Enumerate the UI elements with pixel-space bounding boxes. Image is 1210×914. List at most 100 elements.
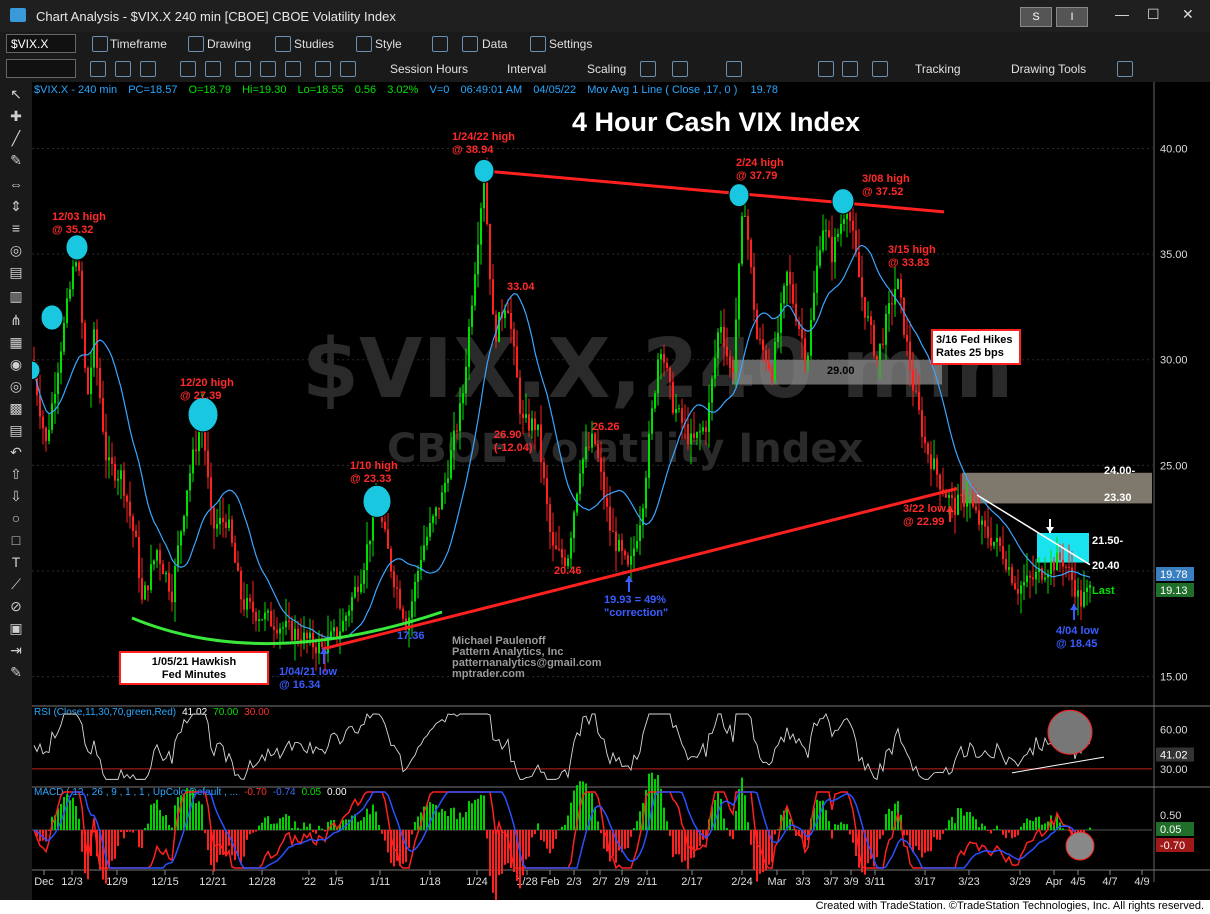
text-box-icon[interactable]: T — [11, 554, 21, 570]
tool-icon-1[interactable] — [90, 61, 106, 77]
line-tool-icon[interactable]: ⟋ — [11, 576, 21, 592]
drawing-tools-menu[interactable]: Drawing Tools — [1011, 62, 1087, 76]
candle-body — [453, 430, 455, 451]
rectangle-icon[interactable]: □ — [11, 532, 21, 548]
tool-icon-5[interactable] — [205, 61, 221, 77]
arrows-h-icon[interactable]: ⇔ — [9, 176, 23, 192]
i-button[interactable]: I — [1056, 7, 1088, 27]
lock-icon[interactable]: ▣ — [9, 620, 23, 636]
delete-icon[interactable]: ⇥ — [10, 642, 22, 658]
tool-icon-6[interactable] — [235, 61, 251, 77]
candle-body — [342, 620, 344, 632]
drawing-menu[interactable]: Drawing — [207, 37, 252, 51]
channel-icon[interactable]: ▦ — [9, 334, 23, 350]
candle-body — [837, 233, 839, 237]
candle-body — [1056, 552, 1058, 571]
candle-body — [192, 449, 194, 474]
candle-body — [1071, 567, 1073, 580]
pitchfork-icon[interactable]: ⋔ — [10, 312, 22, 328]
arrow-up-icon[interactable]: ⇧ — [10, 466, 22, 482]
time-axis[interactable]: Dec 12/3 12/9 12/15 12/21 12/28 '22 1/5 1/11 1/18… — [34, 870, 1150, 888]
tool-icon-9[interactable] — [315, 61, 331, 77]
crosshair-icon[interactable]: ✚ — [10, 108, 22, 124]
candle-body — [840, 223, 842, 234]
candle-body — [825, 230, 827, 232]
arrows-v-icon[interactable]: ⇕ — [10, 198, 22, 214]
zoom-out-icon[interactable] — [842, 61, 858, 77]
candle-body — [1089, 585, 1091, 588]
candle-body — [573, 512, 575, 538]
fib-icon[interactable]: ≡ — [11, 220, 21, 236]
candle-body — [990, 537, 992, 546]
scaling-menu[interactable]: Scaling — [587, 62, 627, 76]
edit-icon[interactable]: ✎ — [10, 664, 22, 680]
target-icon[interactable]: ◎ — [9, 378, 23, 394]
tracking-menu[interactable]: Tracking — [915, 62, 961, 76]
cycle-icon[interactable]: ◉ — [9, 356, 23, 372]
maximize-button[interactable]: ☐ — [1147, 6, 1160, 22]
highlight-circle — [32, 360, 41, 381]
interval-menu[interactable]: Interval — [507, 62, 547, 76]
undo-icon[interactable]: ↶ — [10, 444, 22, 460]
layout-icon[interactable] — [432, 36, 448, 52]
candle-body — [135, 530, 137, 537]
candle-body — [1050, 561, 1052, 575]
candle-body — [606, 497, 608, 507]
grid-tool-icon[interactable]: ▩ — [9, 400, 23, 416]
settings-menu[interactable]: Settings — [549, 37, 593, 51]
candle-body — [99, 367, 101, 399]
symbol-input[interactable]: $VIX.X — [6, 34, 76, 53]
export-icon[interactable] — [1117, 61, 1133, 77]
bar-chart-icon[interactable] — [640, 61, 656, 77]
candle-body — [90, 367, 92, 394]
tool-icon-8[interactable] — [285, 61, 301, 77]
ellipse-icon[interactable]: ○ — [11, 510, 21, 526]
tool-icon-4[interactable] — [180, 61, 196, 77]
title-bar: Chart Analysis - $VIX.X 240 min [CBOE] C… — [0, 0, 1210, 33]
data-menu[interactable]: Data — [482, 37, 508, 51]
arrow-down-icon[interactable]: ⇩ — [10, 488, 22, 504]
close-button[interactable]: ✕ — [1182, 6, 1194, 22]
candle-body — [984, 520, 986, 527]
session-hours-menu[interactable]: Session Hours — [390, 62, 469, 76]
interval-select[interactable] — [6, 59, 76, 78]
text-tool-icon[interactable]: ▤ — [9, 422, 23, 438]
ruler-icon[interactable]: ▤ — [9, 264, 23, 280]
timeframe-menu[interactable]: Timeframe — [110, 37, 167, 51]
candle-body — [558, 548, 560, 550]
tool-icon-10[interactable] — [340, 61, 356, 77]
candle-body — [1068, 567, 1070, 569]
candle-body — [903, 297, 905, 335]
bars-icon[interactable]: ▥ — [9, 288, 23, 304]
grid-icon[interactable] — [872, 61, 888, 77]
candle-body — [660, 353, 662, 360]
style-menu[interactable]: Style — [375, 37, 402, 51]
candle-body — [717, 332, 719, 359]
signal-line — [33, 791, 1091, 869]
trendline-icon[interactable]: ╱ — [11, 130, 21, 146]
snap-icon[interactable]: ⊘ — [10, 598, 22, 614]
tool-icon-7[interactable] — [260, 61, 276, 77]
tool-icon-3[interactable] — [140, 61, 156, 77]
minimize-button[interactable]: — — [1115, 6, 1129, 22]
pen-icon[interactable]: ✎ — [10, 152, 22, 168]
price-axis[interactable]: 40.0035.0030.0025.0020.0015.0024.00-23.3… — [827, 143, 1194, 684]
candle-body — [42, 416, 44, 428]
zoom-icon[interactable] — [726, 61, 742, 77]
candle-body — [246, 597, 248, 610]
candle-body — [945, 493, 947, 498]
candle-body — [645, 477, 647, 509]
pointer-icon[interactable]: ↖ — [10, 86, 22, 102]
hdr-pct: 3.02% — [387, 84, 418, 96]
studies-menu[interactable]: Studies — [294, 37, 335, 51]
candle-body — [810, 319, 812, 356]
candle-body — [630, 556, 632, 565]
tool-icon-2[interactable] — [115, 61, 131, 77]
gann-icon[interactable]: ◎ — [9, 242, 23, 258]
s-button[interactable]: S — [1020, 7, 1052, 27]
zoom-in-icon[interactable] — [818, 61, 834, 77]
candle-body — [141, 578, 143, 600]
candle-body — [1041, 568, 1043, 580]
candle-body — [393, 571, 395, 588]
candle-chart-icon[interactable] — [672, 61, 688, 77]
